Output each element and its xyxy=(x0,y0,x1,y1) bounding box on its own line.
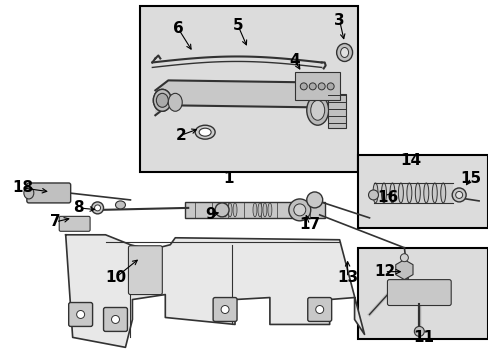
Ellipse shape xyxy=(263,203,266,217)
Ellipse shape xyxy=(215,203,228,217)
Ellipse shape xyxy=(340,48,348,58)
Text: 15: 15 xyxy=(460,171,481,185)
Bar xyxy=(294,72,339,100)
Ellipse shape xyxy=(308,83,316,90)
Ellipse shape xyxy=(310,100,324,120)
Ellipse shape xyxy=(267,203,271,217)
Text: 16: 16 xyxy=(376,190,397,206)
Text: 6: 6 xyxy=(173,21,183,36)
Ellipse shape xyxy=(306,192,322,208)
Ellipse shape xyxy=(381,183,386,203)
Text: 7: 7 xyxy=(50,214,61,229)
Bar xyxy=(140,6,357,172)
FancyBboxPatch shape xyxy=(128,246,162,294)
Ellipse shape xyxy=(414,183,420,203)
Ellipse shape xyxy=(227,203,232,217)
FancyBboxPatch shape xyxy=(103,307,127,332)
Polygon shape xyxy=(65,235,364,347)
Ellipse shape xyxy=(406,183,411,203)
Text: 5: 5 xyxy=(232,18,243,33)
Bar xyxy=(357,248,487,339)
Ellipse shape xyxy=(153,89,171,111)
Text: 2: 2 xyxy=(176,128,186,143)
Ellipse shape xyxy=(315,306,323,314)
Polygon shape xyxy=(155,80,329,115)
Ellipse shape xyxy=(431,183,436,203)
Ellipse shape xyxy=(398,183,403,203)
Ellipse shape xyxy=(233,203,237,217)
Text: 10: 10 xyxy=(105,270,126,285)
Ellipse shape xyxy=(218,203,222,217)
Ellipse shape xyxy=(195,125,215,139)
Text: 8: 8 xyxy=(73,201,84,215)
Text: 17: 17 xyxy=(299,217,320,232)
FancyBboxPatch shape xyxy=(386,280,450,306)
Ellipse shape xyxy=(306,95,328,125)
Ellipse shape xyxy=(168,93,182,111)
Bar xyxy=(373,183,452,203)
Ellipse shape xyxy=(115,201,125,209)
Ellipse shape xyxy=(91,202,103,214)
FancyBboxPatch shape xyxy=(213,298,237,321)
FancyBboxPatch shape xyxy=(59,216,90,231)
Ellipse shape xyxy=(336,44,352,62)
Text: 12: 12 xyxy=(373,264,394,279)
Ellipse shape xyxy=(221,306,228,314)
Text: 13: 13 xyxy=(336,270,357,285)
Ellipse shape xyxy=(368,190,378,200)
Ellipse shape xyxy=(326,83,333,90)
Ellipse shape xyxy=(258,203,262,217)
Text: 18: 18 xyxy=(12,180,33,195)
Bar xyxy=(185,202,324,218)
Ellipse shape xyxy=(293,204,305,216)
Bar xyxy=(357,155,487,228)
FancyBboxPatch shape xyxy=(307,298,331,321)
Ellipse shape xyxy=(413,327,424,336)
Ellipse shape xyxy=(94,205,101,211)
Ellipse shape xyxy=(389,183,394,203)
Text: 4: 4 xyxy=(289,53,300,68)
Ellipse shape xyxy=(288,199,310,221)
Ellipse shape xyxy=(318,83,325,90)
Ellipse shape xyxy=(440,183,445,203)
Ellipse shape xyxy=(153,89,171,111)
Ellipse shape xyxy=(111,315,119,323)
Ellipse shape xyxy=(372,183,377,203)
Text: 9: 9 xyxy=(204,207,215,222)
Bar xyxy=(327,94,345,128)
Ellipse shape xyxy=(455,192,462,198)
Text: 14: 14 xyxy=(400,153,421,167)
Text: 3: 3 xyxy=(334,13,344,28)
Ellipse shape xyxy=(199,128,211,136)
FancyBboxPatch shape xyxy=(27,183,71,203)
Text: 1: 1 xyxy=(223,171,233,185)
Polygon shape xyxy=(395,260,412,280)
Ellipse shape xyxy=(156,93,168,107)
Ellipse shape xyxy=(77,310,84,319)
Ellipse shape xyxy=(24,187,34,199)
Ellipse shape xyxy=(423,183,428,203)
Ellipse shape xyxy=(252,203,256,217)
Ellipse shape xyxy=(300,83,306,90)
Ellipse shape xyxy=(451,188,465,202)
Ellipse shape xyxy=(400,254,407,262)
Text: 11: 11 xyxy=(413,330,434,345)
Ellipse shape xyxy=(223,203,226,217)
FancyBboxPatch shape xyxy=(68,302,92,327)
